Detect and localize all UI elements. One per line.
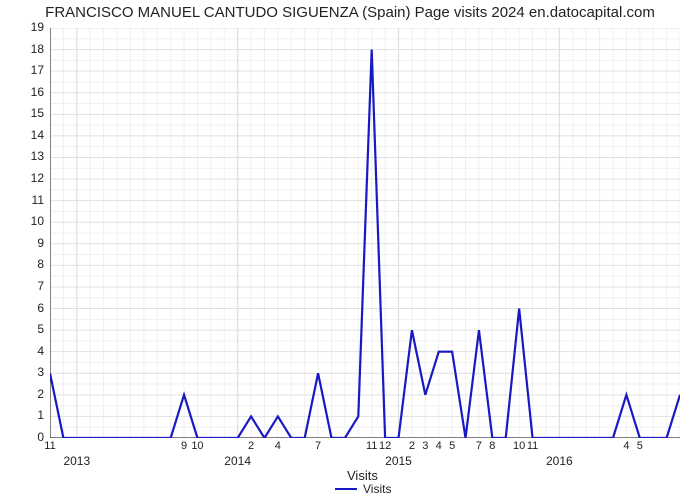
y-tick-label: 4	[14, 344, 44, 358]
x-month-tick-label: 12	[379, 440, 391, 452]
y-tick-label: 7	[14, 279, 44, 293]
y-tick-label: 0	[14, 430, 44, 444]
legend-label-visits: Visits	[363, 482, 391, 496]
x-year-tick-label: 2014	[224, 454, 251, 468]
x-year-tick-label: 2016	[546, 454, 573, 468]
x-month-tick-label: 11	[44, 440, 55, 452]
y-tick-label: 19	[14, 20, 44, 34]
y-tick-label: 1	[14, 408, 44, 422]
y-tick-label: 18	[14, 42, 44, 56]
x-month-tick-label: 7	[476, 440, 482, 452]
y-tick-label: 5	[14, 322, 44, 336]
x-month-tick-label: 11	[527, 440, 538, 452]
chart-container: { "chart": { "type": "line", "title": "F…	[0, 0, 700, 500]
y-tick-label: 14	[14, 128, 44, 142]
x-month-tick-label: 11	[366, 440, 377, 452]
x-year-tick-label: 2013	[63, 454, 90, 468]
chart-plot-svg	[50, 28, 680, 438]
x-axis-title: Visits	[347, 468, 378, 483]
chart-legend: Visits	[335, 482, 391, 496]
y-tick-label: 15	[14, 106, 44, 120]
x-month-tick-label: 8	[489, 440, 495, 452]
y-tick-label: 11	[14, 193, 44, 207]
x-month-tick-label: 4	[623, 440, 629, 452]
y-tick-label: 17	[14, 63, 44, 77]
chart-title: FRANCISCO MANUEL CANTUDO SIGUENZA (Spain…	[0, 4, 700, 21]
x-month-tick-label: 7	[315, 440, 321, 452]
y-tick-label: 9	[14, 236, 44, 250]
x-month-tick-label: 4	[436, 440, 442, 452]
x-month-tick-label: 5	[449, 440, 455, 452]
y-tick-label: 8	[14, 257, 44, 271]
legend-swatch-visits	[335, 488, 357, 490]
y-tick-label: 2	[14, 387, 44, 401]
x-month-tick-label: 2	[409, 440, 415, 452]
y-tick-label: 6	[14, 301, 44, 315]
y-tick-label: 12	[14, 171, 44, 185]
y-tick-label: 13	[14, 149, 44, 163]
y-tick-label: 16	[14, 85, 44, 99]
y-tick-label: 3	[14, 365, 44, 379]
x-month-tick-label: 2	[248, 440, 254, 452]
x-month-tick-label: 3	[422, 440, 428, 452]
x-year-tick-label: 2015	[385, 454, 412, 468]
x-month-tick-label: 10	[191, 440, 203, 452]
x-month-tick-label: 5	[637, 440, 643, 452]
x-month-tick-label: 4	[275, 440, 281, 452]
x-month-tick-label: 9	[181, 440, 187, 452]
x-month-tick-label: 10	[513, 440, 525, 452]
y-tick-label: 10	[14, 214, 44, 228]
